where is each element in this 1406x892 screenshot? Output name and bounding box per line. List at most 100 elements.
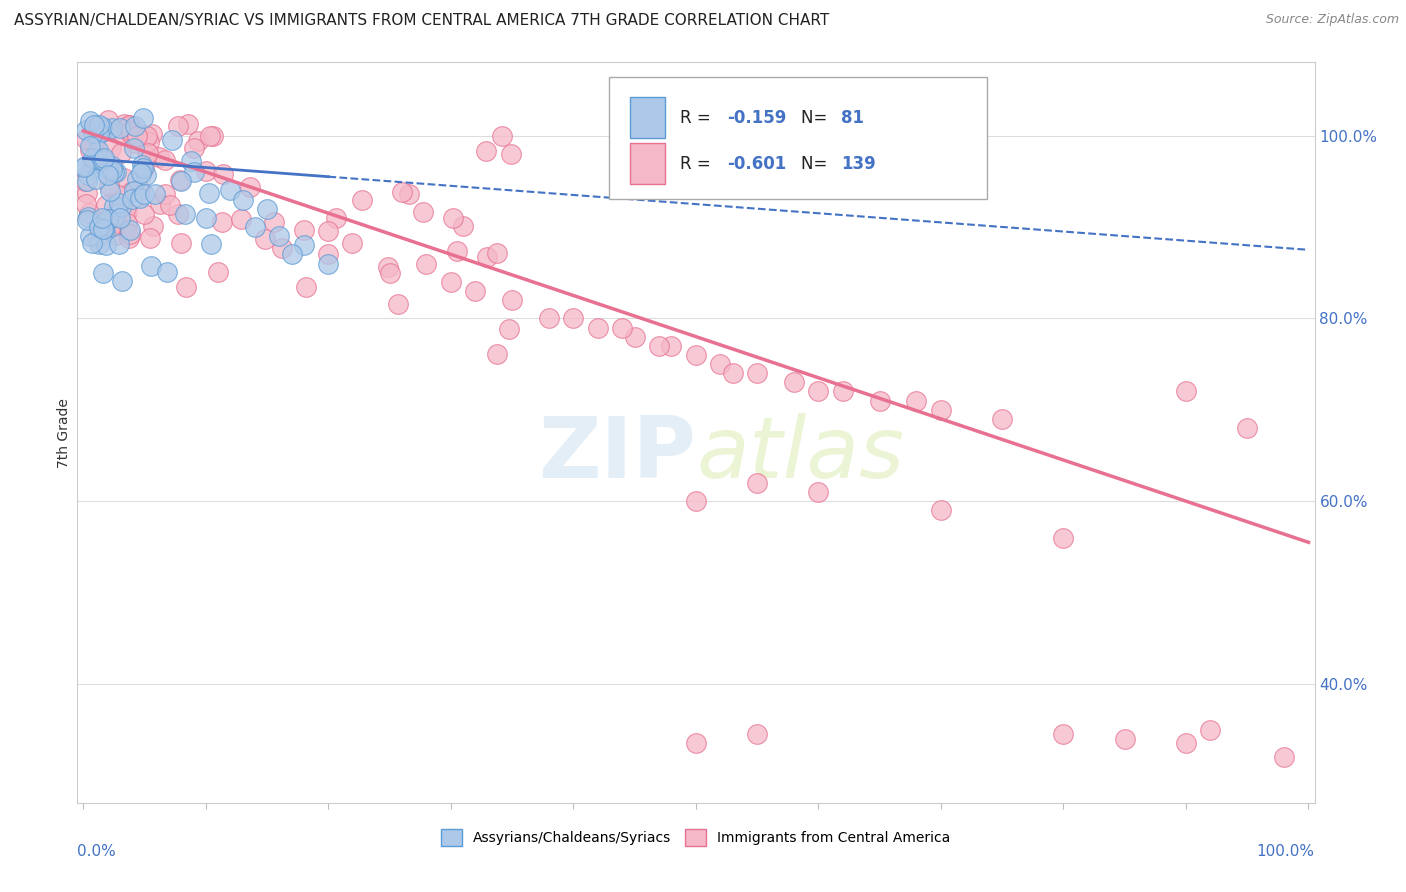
- Point: [153, 186, 176, 201]
- Point: [179, 153, 201, 168]
- Point: [232, 193, 254, 207]
- Point: [108, 196, 131, 211]
- Point: [97, 178, 120, 192]
- Point: [200, 237, 222, 252]
- Point: [141, 127, 163, 141]
- Point: [97, 161, 120, 176]
- Point: [1114, 731, 1136, 746]
- Point: [134, 206, 156, 220]
- Point: [79, 114, 101, 128]
- Point: [807, 384, 830, 399]
- Point: [75, 132, 97, 146]
- Point: [807, 485, 830, 500]
- Point: [124, 136, 146, 150]
- Point: [110, 120, 132, 135]
- Point: [75, 160, 97, 174]
- Text: N=: N=: [801, 154, 832, 172]
- Point: [134, 186, 156, 201]
- Point: [475, 250, 498, 264]
- Point: [77, 168, 100, 182]
- Point: [129, 166, 152, 180]
- Point: [135, 169, 157, 183]
- Point: [153, 153, 176, 167]
- Point: [194, 211, 217, 225]
- Point: [103, 210, 125, 224]
- Point: [120, 127, 142, 141]
- Point: [117, 120, 139, 134]
- Text: -0.159: -0.159: [727, 109, 786, 127]
- Point: [412, 205, 434, 219]
- Point: [648, 339, 671, 353]
- Text: 0.0%: 0.0%: [77, 844, 117, 858]
- Point: [86, 143, 108, 157]
- Point: [486, 246, 509, 260]
- Point: [325, 211, 347, 225]
- Point: [239, 180, 262, 194]
- Point: [93, 151, 115, 165]
- Point: [118, 118, 141, 132]
- Point: [537, 311, 560, 326]
- Point: [142, 219, 165, 233]
- Point: [96, 238, 118, 252]
- Point: [98, 185, 121, 199]
- Point: [108, 237, 131, 252]
- Point: [87, 220, 110, 235]
- Point: [501, 293, 523, 307]
- Point: [84, 172, 107, 186]
- Point: [783, 376, 806, 390]
- Point: [86, 230, 108, 244]
- Point: [110, 201, 132, 215]
- Point: [83, 118, 105, 132]
- Point: [104, 165, 127, 179]
- Point: [1272, 750, 1295, 764]
- Point: [76, 186, 98, 200]
- Point: [118, 227, 141, 241]
- Point: [263, 214, 285, 228]
- Point: [991, 412, 1014, 426]
- Point: [491, 128, 513, 143]
- Point: [101, 120, 124, 135]
- Point: [212, 167, 235, 181]
- Point: [498, 322, 520, 336]
- Point: [73, 160, 96, 174]
- Point: [97, 212, 120, 227]
- Point: [612, 320, 634, 334]
- Point: [280, 247, 302, 261]
- Point: [253, 232, 276, 246]
- Point: [464, 284, 486, 298]
- Text: ZIP: ZIP: [538, 413, 696, 496]
- Point: [87, 119, 110, 133]
- Text: 139: 139: [841, 154, 876, 172]
- Point: [202, 128, 225, 143]
- Point: [91, 120, 114, 135]
- Point: [183, 165, 205, 179]
- Point: [120, 185, 142, 199]
- Point: [83, 155, 105, 169]
- Point: [685, 348, 707, 362]
- Point: [441, 211, 464, 226]
- Point: [148, 151, 170, 165]
- Point: [139, 259, 162, 273]
- Point: [82, 236, 104, 251]
- Point: [121, 192, 143, 206]
- Point: [1052, 727, 1074, 741]
- Point: [377, 260, 399, 274]
- Point: [174, 207, 197, 221]
- Text: R =: R =: [681, 109, 716, 127]
- Point: [91, 211, 114, 226]
- Point: [100, 141, 122, 155]
- Point: [721, 366, 744, 380]
- Point: [231, 211, 253, 226]
- Point: [475, 144, 498, 158]
- Point: [446, 244, 468, 258]
- Text: R =: R =: [681, 154, 716, 172]
- Point: [79, 143, 101, 157]
- Point: [82, 126, 104, 140]
- Point: [83, 136, 105, 150]
- Point: [94, 161, 117, 175]
- Point: [747, 366, 769, 380]
- Point: [832, 384, 855, 399]
- Point: [929, 503, 952, 517]
- Point: [97, 113, 120, 128]
- Point: [107, 188, 129, 202]
